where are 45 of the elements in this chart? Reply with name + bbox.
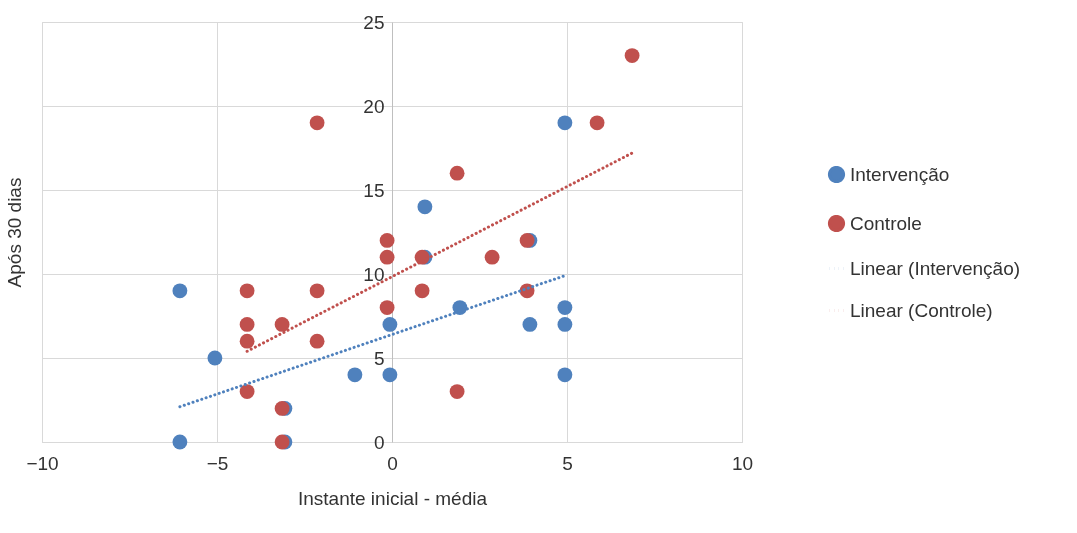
point	[557, 367, 573, 383]
point	[379, 300, 395, 315]
point	[207, 350, 223, 366]
point	[589, 115, 605, 131]
legend-label: Intervenção	[850, 163, 950, 185]
y-tick-label: 25	[363, 11, 385, 33]
x-tick-label: −10	[26, 452, 59, 474]
legend-label: Linear (Intervenção)	[850, 257, 1021, 279]
point	[309, 333, 325, 349]
point	[239, 283, 255, 299]
x-tick-label: 5	[562, 452, 573, 474]
point	[382, 367, 398, 383]
x-tick-label: −5	[206, 452, 229, 474]
point	[274, 317, 290, 332]
y-tick-label: 20	[363, 95, 385, 117]
point	[309, 283, 325, 299]
point	[414, 283, 430, 299]
legend-label: Linear (Controle)	[850, 299, 993, 321]
point	[522, 317, 538, 332]
point	[309, 115, 325, 131]
point	[449, 165, 465, 181]
point	[557, 115, 573, 131]
y-tick-label: 15	[363, 179, 385, 201]
point	[484, 249, 500, 265]
point	[557, 300, 573, 315]
x-tick-label: 10	[731, 452, 754, 474]
x-axis-title: Instante inicial - média	[297, 487, 488, 509]
point	[172, 283, 188, 299]
point	[239, 333, 255, 349]
y-tick-label: 5	[373, 347, 385, 369]
point	[382, 317, 398, 332]
legend-label: Controle	[850, 212, 922, 234]
point	[557, 317, 573, 332]
y-tick-label: 10	[363, 263, 385, 285]
point	[239, 317, 255, 332]
point	[449, 384, 465, 399]
point	[417, 199, 433, 215]
y-tick-label: 0	[373, 431, 385, 453]
point	[239, 384, 255, 399]
point	[379, 233, 395, 248]
point	[379, 249, 395, 265]
point	[172, 434, 188, 450]
point	[624, 48, 640, 63]
y-axis-title: Após 30 dias	[3, 177, 25, 288]
point	[347, 367, 363, 383]
